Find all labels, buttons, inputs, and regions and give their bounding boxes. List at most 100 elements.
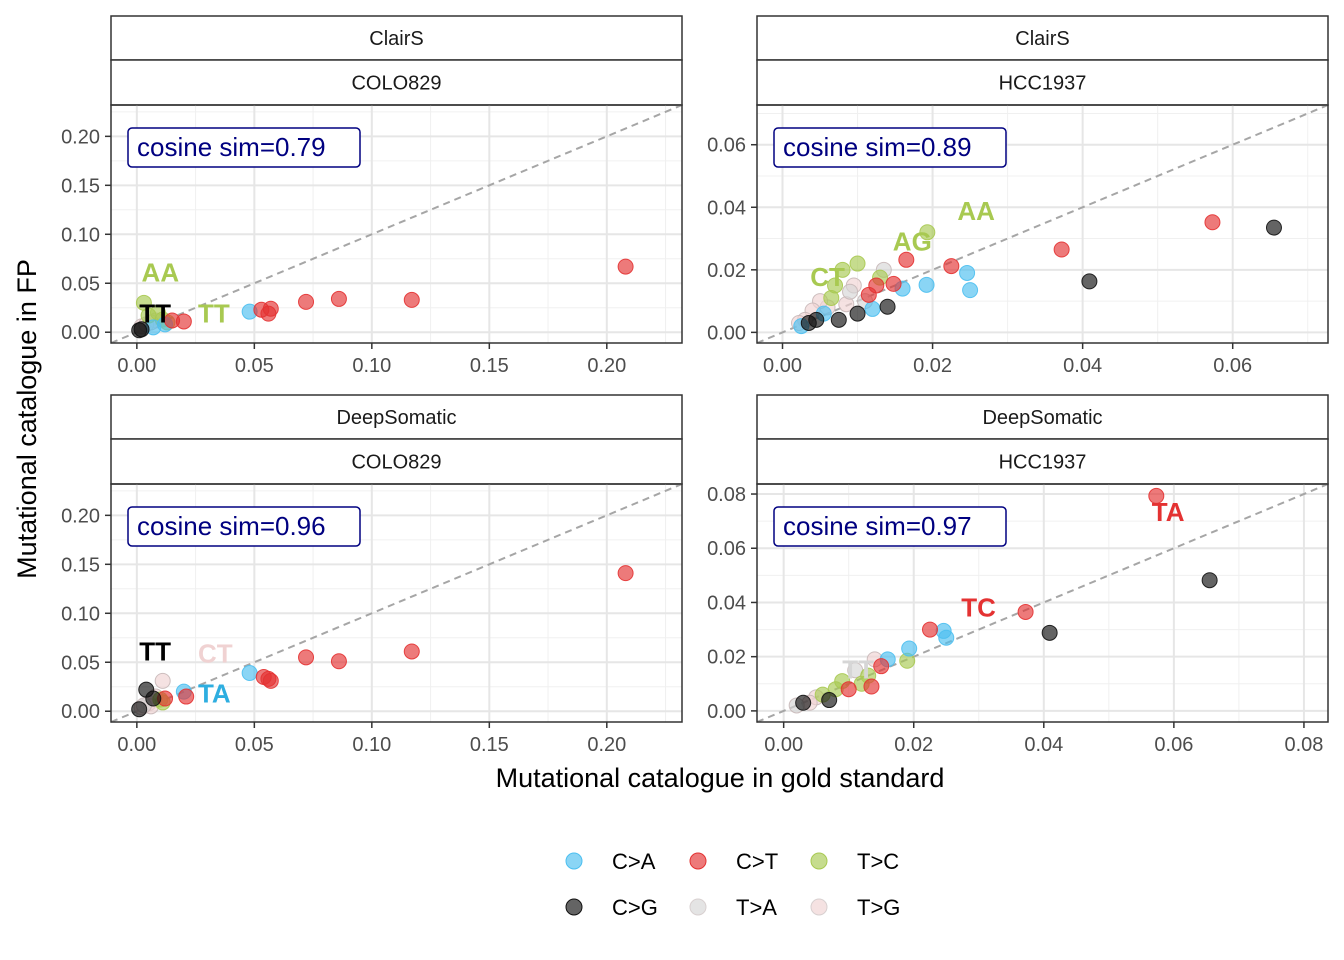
axes: 0.00 0.05 0.10 0.15 0.20 0.00 0.05 0.10 0.15 0.20 xyxy=(61,126,626,377)
x-tick-label: 0.00 xyxy=(764,734,803,756)
y-tick-label: 0.10 xyxy=(61,224,100,246)
strip-bottom-label: COLO829 xyxy=(351,73,441,95)
scatter-point xyxy=(879,298,896,315)
scatter-point xyxy=(260,670,277,687)
scatter-point xyxy=(898,251,915,268)
y-tick-label: 0.04 xyxy=(707,592,746,614)
scatter-point xyxy=(959,264,976,281)
scatter-point xyxy=(131,701,148,718)
panel-border xyxy=(110,104,683,344)
x-tick-label: 0.15 xyxy=(470,355,509,377)
scatter-point xyxy=(260,305,277,322)
cosine-sim-annotation: cosine sim=0.97 xyxy=(773,506,1007,547)
strip-bottom-label: COLO829 xyxy=(351,452,441,474)
y-tick-label: 0.06 xyxy=(707,538,746,560)
y-tick-label: 0.06 xyxy=(707,135,746,157)
legend-key xyxy=(565,898,583,916)
scatter-point xyxy=(849,255,866,272)
strip-bottom-label: HCC1937 xyxy=(999,452,1087,474)
legend-key xyxy=(810,852,828,870)
scatter-point xyxy=(298,649,315,666)
strip-bottom-box xyxy=(756,59,1329,106)
annotation-box xyxy=(773,127,1007,168)
scatter-point xyxy=(938,629,955,646)
y-axis-title: Mutational catalogue in FP xyxy=(12,259,42,579)
legend: C>A C>T T>C C>G T>A T>G xyxy=(565,849,900,920)
y-tick-label: 0.20 xyxy=(61,505,100,527)
point-label: TT xyxy=(139,298,171,328)
y-tick-label: 0.15 xyxy=(61,175,100,197)
scatter-point xyxy=(842,283,859,300)
legend-key xyxy=(565,852,583,870)
point-label: TA xyxy=(198,678,231,708)
y-tick-label: 0.08 xyxy=(707,484,746,506)
scatter-point xyxy=(617,565,634,582)
annotation-text: cosine sim=0.96 xyxy=(137,511,326,541)
strip-top-box xyxy=(110,394,683,440)
x-tick-label: 0.02 xyxy=(894,734,933,756)
x-tick-label: 0.04 xyxy=(1024,734,1063,756)
y-tick-label: 0.20 xyxy=(61,126,100,148)
point-label: AA xyxy=(957,196,995,226)
data-points xyxy=(788,487,1218,714)
scatter-point xyxy=(178,688,195,705)
gridlines xyxy=(757,484,1328,722)
scatter-point xyxy=(145,690,162,707)
x-tick-label: 0.05 xyxy=(235,355,274,377)
data-points xyxy=(131,565,634,718)
y-tick-label: 0.00 xyxy=(61,701,100,723)
point-label: AG xyxy=(893,226,932,256)
scatter-point xyxy=(918,276,935,293)
annotation-box xyxy=(127,127,361,168)
legend-label: C>G xyxy=(612,895,658,920)
scatter-point xyxy=(1053,241,1070,258)
strip-bottom-box xyxy=(110,59,683,106)
axes: 0.00 0.05 0.10 0.15 0.20 0.00 0.05 0.10 0.15 0.20 xyxy=(61,505,626,756)
scatter-point xyxy=(863,678,880,695)
annotation-text: cosine sim=0.79 xyxy=(137,132,326,162)
legend-label: T>G xyxy=(857,895,900,920)
data-points xyxy=(131,258,634,339)
y-tick-label: 0.00 xyxy=(707,322,746,344)
x-tick-label: 0.06 xyxy=(1213,355,1252,377)
legend-key xyxy=(810,898,828,916)
scatter-point xyxy=(821,692,838,709)
axes: 0.00 0.02 0.04 0.06 0.00 0.02 0.04 0.06 xyxy=(707,135,1252,377)
annotation-box xyxy=(773,506,1007,547)
scatter-point xyxy=(834,261,851,278)
x-axis-title: Mutational catalogue in gold standard xyxy=(496,763,945,793)
scatter-point xyxy=(330,290,347,307)
scatter-point xyxy=(849,305,866,322)
strip-top-label: DeepSomatic xyxy=(982,407,1102,429)
annotation-box xyxy=(127,506,361,547)
x-tick-label: 0.10 xyxy=(352,355,391,377)
scatter-point xyxy=(1265,219,1282,236)
legend-label: C>A xyxy=(612,849,656,874)
panel-border xyxy=(110,483,683,723)
scatter-point xyxy=(298,293,315,310)
scatter-point xyxy=(795,694,812,711)
data-points xyxy=(791,214,1282,335)
point-label: AA xyxy=(142,257,180,287)
strip-top-label: ClairS xyxy=(369,28,423,50)
annotation-text: cosine sim=0.89 xyxy=(783,132,972,162)
scatter-point xyxy=(943,258,960,275)
scatter-point xyxy=(921,621,938,638)
point-label: TA xyxy=(1152,497,1185,527)
strip-top-box xyxy=(756,15,1329,61)
x-tick-label: 0.20 xyxy=(587,734,626,756)
strip-top-box xyxy=(756,394,1329,440)
scatter-point xyxy=(830,311,847,328)
x-tick-label: 0.06 xyxy=(1154,734,1193,756)
scatter-point xyxy=(154,672,171,689)
scatter-point xyxy=(133,321,150,338)
scatter-point xyxy=(919,224,936,241)
strip-top-label: ClairS xyxy=(1015,28,1069,50)
gridlines xyxy=(111,105,682,343)
point-label: TC xyxy=(961,593,996,623)
